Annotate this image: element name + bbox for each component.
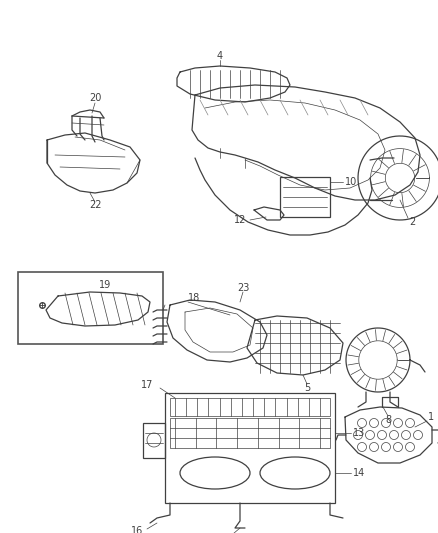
Text: 22: 22 (89, 200, 101, 210)
Text: 23: 23 (237, 283, 249, 293)
Bar (18, 272, 163, 344)
Text: 20: 20 (89, 93, 101, 103)
Text: 12: 12 (234, 215, 246, 225)
Text: 14: 14 (353, 468, 365, 478)
Text: 16: 16 (131, 526, 143, 533)
Text: 1: 1 (428, 412, 434, 422)
Text: 4: 4 (217, 51, 223, 61)
Text: 17: 17 (141, 380, 153, 390)
Bar (280, 177, 330, 217)
Text: 10: 10 (345, 177, 357, 187)
Bar (170, 418, 330, 448)
Text: 8: 8 (385, 415, 391, 425)
Bar (143, 423, 165, 458)
Text: 2: 2 (409, 217, 415, 227)
Text: 18: 18 (188, 293, 200, 303)
Bar (170, 398, 330, 416)
Text: 5: 5 (304, 383, 310, 393)
Bar (165, 393, 335, 503)
Text: 19: 19 (99, 280, 111, 290)
Text: 13: 13 (353, 428, 365, 438)
